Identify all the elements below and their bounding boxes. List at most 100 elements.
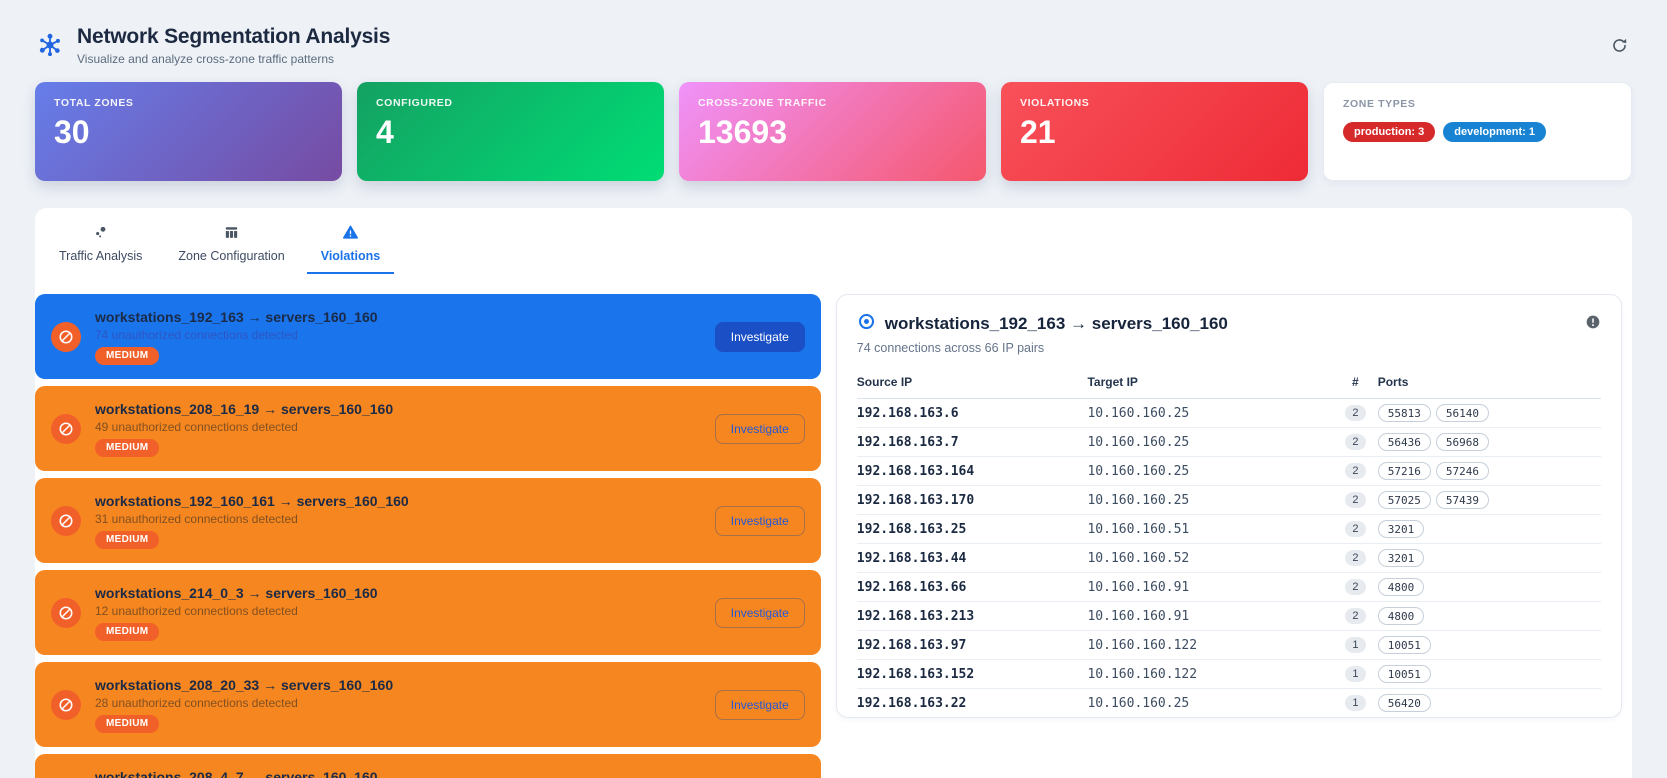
violation-title: workstations_192_163 → servers_160_160: [95, 308, 378, 325]
detail-title: workstations_192_163 → servers_160_160: [884, 314, 1228, 333]
source-ip-cell: 192.168.163.6: [856, 398, 1088, 428]
refresh-button[interactable]: [1606, 32, 1632, 58]
violation-card[interactable]: workstations_192_160_161 → servers_160_1…: [35, 478, 821, 563]
zone-types-card: ZONE TYPES production: 3 development: 1: [1323, 82, 1632, 181]
port-chip: 57025: [1377, 491, 1431, 509]
port-chip-group: 3201: [1377, 549, 1601, 567]
source-ip-cell: 192.168.163.97: [856, 630, 1088, 660]
ban-icon: [51, 597, 81, 628]
port-chip-group: 57025 57439: [1377, 491, 1601, 509]
investigate-button[interactable]: Investigate: [714, 413, 805, 444]
page-header: Network Segmentation Analysis Visualize …: [35, 0, 1632, 68]
table-row: 192.168.163.25 10.160.160.51 2 3201: [856, 514, 1601, 544]
port-chip: 4800: [1377, 607, 1425, 625]
header-text: Network Segmentation Analysis Visualize …: [77, 25, 390, 66]
violations-list: workstations_192_163 → servers_160_160 74…: [35, 294, 821, 778]
port-chip: 4800: [1377, 578, 1425, 596]
investigate-button[interactable]: Investigate: [714, 689, 805, 720]
violation-title: workstations_208_20_33 → servers_160_160: [95, 676, 394, 693]
app-logo-network-icon: [35, 30, 65, 60]
investigate-button[interactable]: Investigate: [714, 321, 805, 352]
tab-label: Violations: [320, 249, 381, 263]
count-cell: 1: [1333, 630, 1378, 660]
exclamation-icon: [1585, 314, 1601, 335]
violation-card[interactable]: workstations_208_20_33 → servers_160_160…: [35, 662, 821, 747]
tab-violations[interactable]: Violations: [306, 216, 395, 274]
stat-label: VIOLATIONS: [1020, 97, 1090, 109]
violation-subtitle: 31 unauthorized connections detected: [95, 511, 298, 526]
port-chip-group: 56436 56968: [1377, 433, 1601, 451]
violation-card[interactable]: workstations_208_4_7 → servers_160_16048…: [35, 754, 821, 778]
violation-subtitle: 49 unauthorized connections detected: [95, 419, 298, 434]
stat-label: TOTAL ZONES: [54, 97, 134, 109]
violation-card-body: workstations_192_163 → servers_160_160 74…: [95, 309, 378, 365]
count-badge: 2: [1344, 405, 1366, 421]
stat-value: 13693: [698, 114, 787, 150]
content-area: workstations_192_163 → servers_160_160 74…: [35, 274, 1632, 778]
severity-badge: MEDIUM: [95, 346, 160, 365]
investigate-button[interactable]: Investigate: [714, 597, 805, 628]
ports-cell: 10051: [1377, 659, 1601, 689]
port-chip-group: 10051: [1377, 665, 1601, 683]
ports-cell: 10051: [1377, 630, 1601, 660]
violation-card[interactable]: workstations_208_16_19 → servers_160_160…: [35, 386, 821, 471]
tab-traffic-analysis[interactable]: Traffic Analysis: [45, 216, 156, 274]
port-chip: 56436: [1377, 433, 1431, 451]
port-chip: 57439: [1435, 491, 1489, 509]
count-badge: 2: [1344, 550, 1366, 566]
violation-card[interactable]: workstations_214_0_3 → servers_160_160 12…: [35, 570, 821, 655]
detail-subtitle: 74 connections across 66 IP pairs: [856, 341, 1045, 355]
target-ip-cell: 10.160.160.25: [1087, 398, 1334, 428]
refresh-icon: [1612, 38, 1626, 52]
source-ip-cell: 192.168.163.152: [856, 659, 1088, 689]
count-cell: 1: [1333, 688, 1378, 717]
target-ip-cell: 10.160.160.122: [1087, 630, 1334, 660]
severity-badge: MEDIUM: [95, 438, 160, 457]
ports-cell: 3201: [1377, 543, 1601, 573]
source-ip-cell: 192.168.163.164: [856, 456, 1088, 486]
table-row: 192.168.163.7 10.160.160.25 2 56436 56968: [856, 427, 1601, 457]
investigate-button[interactable]: Investigate: [714, 505, 805, 536]
severity-badge: MEDIUM: [95, 622, 160, 641]
violation-subtitle: 74 unauthorized connections detected: [95, 327, 298, 342]
count-cell: 2: [1333, 514, 1378, 544]
columns-icon: [223, 224, 240, 244]
violation-card[interactable]: workstations_192_163 → servers_160_160 74…: [35, 294, 821, 379]
count-cell: 2: [1333, 398, 1378, 428]
stat-value: 30: [54, 114, 90, 150]
port-chip: 55813: [1377, 404, 1431, 422]
table-row: 192.168.163.22 10.160.160.25 1 56420: [856, 688, 1601, 717]
target-ip-cell: 10.160.160.52: [1087, 543, 1334, 573]
ports-cell: 3201: [1377, 514, 1601, 544]
target-ip-cell: 10.160.160.25: [1087, 456, 1334, 486]
port-chip: 56140: [1435, 404, 1489, 422]
tab-zone-configuration[interactable]: Zone Configuration: [164, 216, 298, 274]
zone-types-label: ZONE TYPES: [1343, 98, 1416, 110]
count-badge: 2: [1344, 434, 1366, 450]
ban-icon: [51, 505, 81, 536]
stat-card-total-zones: TOTAL ZONES 30: [35, 82, 342, 181]
page-subtitle: Visualize and analyze cross-zone traffic…: [77, 51, 335, 66]
count-badge: 2: [1344, 463, 1366, 479]
ban-icon: [51, 413, 81, 444]
detail-header: workstations_192_163 → servers_160_160: [857, 312, 1601, 336]
port-chip-group: 56420: [1377, 694, 1601, 712]
count-badge: 1: [1344, 695, 1366, 711]
source-ip-cell: 192.168.163.25: [856, 514, 1088, 544]
port-chip-group: 55813 56140: [1377, 404, 1601, 422]
col-count: #: [1333, 369, 1378, 399]
violation-detail-panel: workstations_192_163 → servers_160_160 7…: [835, 294, 1622, 718]
port-chip: 3201: [1377, 520, 1425, 538]
port-chip: 10051: [1377, 636, 1431, 654]
violation-card-body: workstations_192_160_161 → servers_160_1…: [95, 493, 409, 549]
source-ip-cell: 192.168.163.170: [856, 485, 1088, 515]
col-target-ip: Target IP: [1087, 369, 1334, 399]
stat-card-cross-zone-traffic: CROSS-ZONE TRAFFIC 13693: [679, 82, 986, 181]
port-chip-group: 3201: [1377, 520, 1601, 538]
table-row: 192.168.163.97 10.160.160.122 1 10051: [856, 630, 1601, 660]
target-ip-cell: 10.160.160.25: [1087, 427, 1334, 457]
severity-badge: MEDIUM: [95, 530, 160, 549]
count-badge: 1: [1344, 666, 1366, 682]
violation-title: workstations_214_0_3 → servers_160_160: [95, 584, 378, 601]
col-source-ip: Source IP: [856, 369, 1088, 399]
